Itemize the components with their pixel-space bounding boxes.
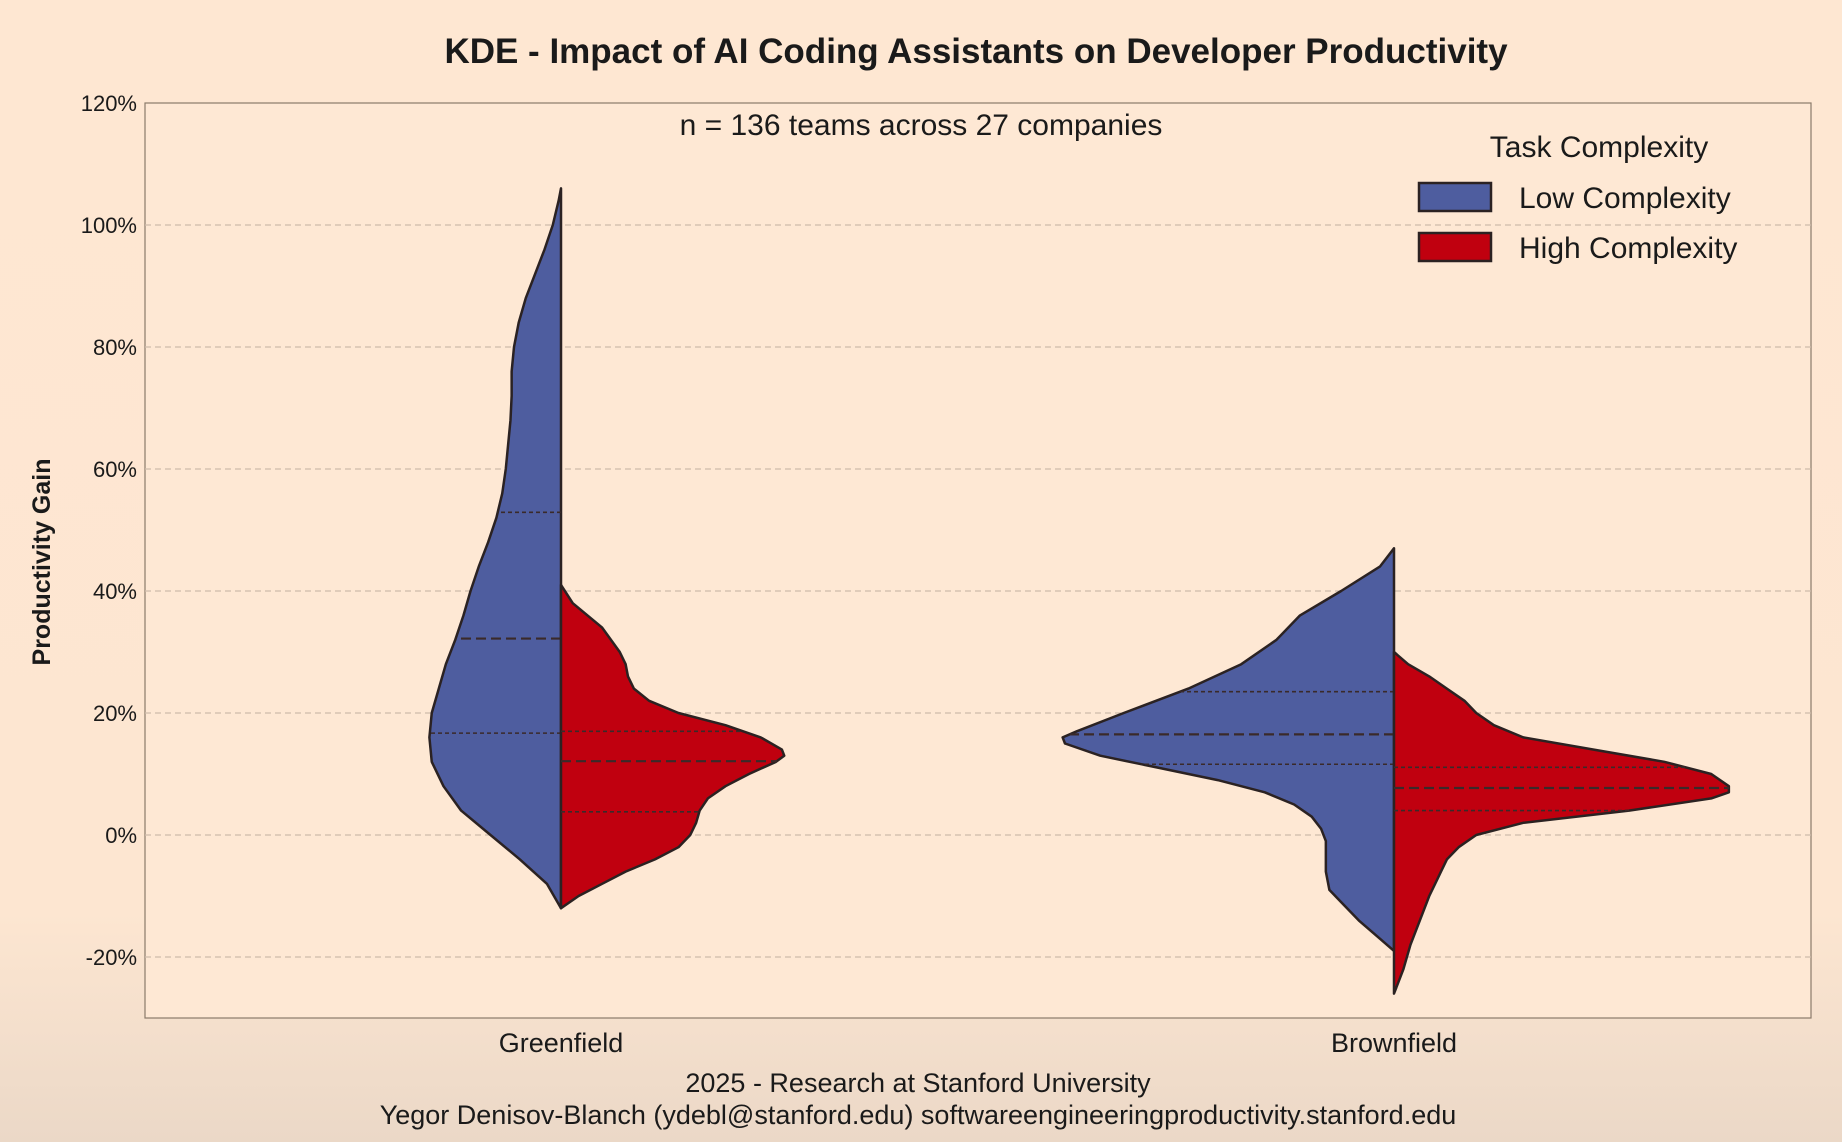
legend: Task Complexity Low Complexity High Comp… [1417, 131, 1737, 265]
y-tick-label: -20% [86, 945, 137, 970]
violin-half-left-brownfield [1061, 547, 1396, 953]
y-tick-label: 80% [93, 335, 137, 360]
legend-title: Task Complexity [1490, 131, 1708, 164]
y-tick-labels: -20% 0% 20% 40% 60% 80% 100% 120% [81, 91, 137, 970]
y-tick-label: 60% [93, 457, 137, 482]
violins [428, 187, 1731, 995]
y-tick-label: 100% [81, 213, 137, 238]
x-tick-label: Brownfield [1331, 1028, 1457, 1058]
violin-half-right-greenfield [559, 583, 786, 910]
legend-swatch-high [1417, 231, 1493, 263]
legend-swatch-low [1417, 181, 1493, 213]
violin-half-right-brownfield [1392, 650, 1731, 995]
violin-half-left-greenfield [428, 187, 563, 910]
legend-label-high: High Complexity [1519, 232, 1737, 265]
y-tick-label: 120% [81, 91, 137, 116]
y-tick-label: 0% [105, 823, 137, 848]
y-tick-label: 20% [93, 701, 137, 726]
chart-title: KDE - Impact of AI Coding Assistants on … [444, 32, 1508, 71]
x-tick-label: Greenfield [499, 1028, 624, 1058]
y-axis-label: Productivity Gain [28, 459, 56, 666]
footer-line-1: 2025 - Research at Stanford University [685, 1068, 1151, 1098]
chart-subtitle: n = 136 teams across 27 companies [680, 109, 1163, 142]
gridlines [145, 224, 1811, 958]
plot-background [144, 102, 1812, 1019]
y-tick-label: 40% [93, 579, 137, 604]
x-tick-labels: Greenfield Brownfield [499, 1028, 1457, 1058]
legend-label-low: Low Complexity [1519, 182, 1731, 215]
footer-line-2: Yegor Denisov-Blanch (ydebl@stanford.edu… [380, 1100, 1457, 1130]
